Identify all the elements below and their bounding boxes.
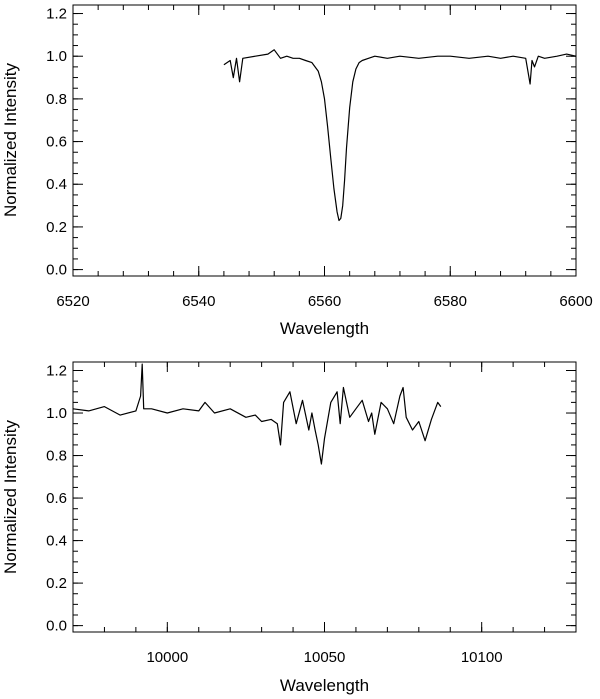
x-axis-label: Wavelength (280, 319, 369, 338)
y-tick-label: 0.4 (46, 533, 67, 550)
y-tick-label: 1.0 (46, 405, 67, 422)
x-tick-label: 6520 (56, 293, 89, 310)
y-tick-label: 0.8 (46, 91, 67, 108)
x-tick-label: 10000 (146, 649, 188, 666)
spectrum-line (223, 49, 577, 222)
plot-frame (72, 4, 577, 277)
plot-frame (72, 361, 577, 633)
y-tick-label: 0.2 (46, 575, 67, 592)
y-tick-label: 1.2 (46, 363, 67, 380)
y-tick-label: 0.4 (46, 176, 67, 193)
x-axis-label: Wavelength (280, 676, 369, 695)
y-tick-label: 0.6 (46, 134, 67, 151)
spectrum-line (72, 363, 442, 465)
y-tick-label: 0.2 (46, 219, 67, 236)
y-tick-label: 0.0 (46, 618, 67, 635)
y-tick-label: 0.6 (46, 490, 67, 507)
y-axis-label: Normalized Intensity (1, 63, 20, 218)
y-tick-label: 1.0 (46, 48, 67, 65)
x-tick-label: 10100 (461, 649, 503, 666)
y-tick-label: 1.2 (46, 6, 67, 23)
x-tick-label: 6540 (182, 293, 215, 310)
x-tick-label: 6600 (559, 293, 592, 310)
y-axis-label: Normalized Intensity (1, 420, 20, 575)
y-tick-label: 0.8 (46, 448, 67, 465)
chart-panel-1: 6520 6540 6560 6580 6600 0.0 0.2 0.4 0.6 0.8 1.0 1.… (1, 4, 593, 338)
x-tick-label: 10050 (304, 649, 346, 666)
x-tick-label: 6560 (308, 293, 341, 310)
x-tick-label: 6580 (434, 293, 467, 310)
y-tick-label: 0.0 (46, 262, 67, 279)
chart-panel-2: 10000 10050 10100 0.0 0.2 0.4 0.6 0.8 1.0 1.2 Wave… (1, 361, 577, 695)
